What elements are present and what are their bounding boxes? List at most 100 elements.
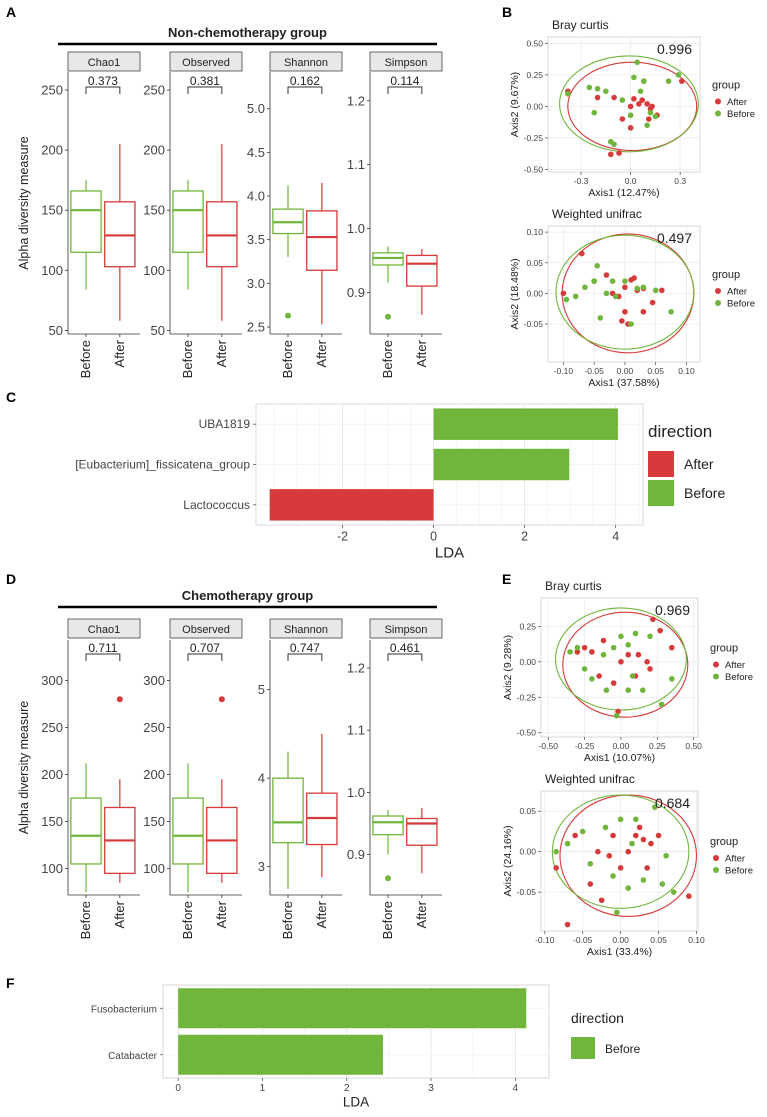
x-tick-label: 2 — [521, 530, 528, 544]
y-tick-label: 300 — [41, 673, 63, 688]
ellipse-after — [562, 611, 689, 718]
point-after — [636, 101, 642, 107]
y-tick-label: 200 — [143, 767, 165, 782]
significance-bracket — [187, 653, 223, 661]
y-tick-label: 0.9 — [347, 285, 365, 300]
panel-letter-a: A — [6, 4, 16, 20]
y-axis-label: Axis2 (9.28%) — [502, 635, 514, 700]
point-after — [579, 250, 585, 257]
y-tick-label: -0.25 — [517, 692, 537, 702]
legend-label: Before — [727, 299, 755, 310]
point-after — [603, 272, 610, 278]
point-before — [659, 881, 666, 887]
panel-letter-e: E — [502, 571, 511, 587]
point-before — [652, 113, 659, 120]
point-after — [649, 103, 655, 110]
x-tick-label: 2 — [344, 1083, 350, 1094]
lda-bar — [433, 408, 618, 440]
point-before — [594, 85, 601, 92]
point-after — [616, 150, 622, 156]
x-tick-label: 0 — [430, 530, 437, 544]
significance-bracket — [85, 86, 121, 94]
x-tick-label: 4 — [612, 530, 619, 544]
y-tick-label: 4.5 — [247, 145, 265, 160]
y-tick-label: 3 — [258, 859, 265, 874]
y-axis-label: Axis2 (9.67%) — [509, 72, 521, 137]
plot-area — [540, 597, 699, 738]
point-after — [617, 865, 624, 871]
x-tick-label: 0 — [175, 1083, 181, 1094]
category-label: Fusobacterium — [91, 1004, 157, 1015]
y-tick-label: 0.9 — [347, 847, 365, 862]
legend-label: After — [725, 854, 745, 865]
y-tick-label: 150 — [41, 814, 63, 829]
significance-bracket — [287, 86, 323, 94]
box-before: Before — [70, 763, 102, 939]
significance-bracket — [387, 653, 423, 661]
p-value: 0.684 — [655, 795, 690, 811]
point-before — [618, 633, 624, 640]
p-value: 0.711 — [88, 641, 117, 655]
legend-label: Before — [727, 109, 755, 120]
point-before — [603, 88, 609, 95]
point-after — [679, 78, 685, 84]
legend-key-after — [715, 288, 721, 294]
point-before — [565, 90, 571, 97]
point-after — [644, 659, 650, 665]
point-before — [625, 885, 632, 891]
point-after — [598, 897, 605, 904]
plot-title: Weighted unifrac — [552, 207, 642, 221]
outlier-point — [218, 696, 225, 703]
y-tick-label: 150 — [143, 814, 165, 829]
point-after — [553, 865, 559, 871]
point-before — [644, 122, 650, 129]
panel-f-lda-bars: Fusobacterium Catabacter 0 1 2 3 4 LDA direction… — [91, 984, 641, 1110]
iqr-box — [172, 797, 204, 865]
x-tick-label: After — [214, 900, 229, 928]
point-before — [574, 644, 581, 651]
iqr-box — [406, 254, 438, 287]
point-after — [686, 893, 692, 900]
point-before — [633, 816, 639, 823]
point-after — [600, 637, 607, 644]
facet-strip — [269, 618, 343, 639]
legend-label: After — [725, 660, 745, 671]
ellipse-before — [559, 55, 699, 153]
y-tick-label: 200 — [41, 143, 63, 158]
point-before — [639, 687, 646, 693]
point-before — [564, 840, 571, 847]
facet-observed: Observed 50 100 150 200 250 0.381 Before After — [143, 51, 243, 378]
x-axis-label: LDA — [343, 1095, 369, 1110]
facet-strip — [67, 51, 141, 72]
y-axis-label: Alpha diversity measure — [17, 136, 31, 269]
point-after — [607, 151, 614, 158]
significance-bracket — [287, 653, 323, 661]
facet-strip — [369, 51, 443, 72]
point-after — [631, 275, 637, 281]
y-tick-label: 3.5 — [247, 232, 265, 247]
point-after — [610, 832, 616, 839]
y-tick-label: 2.5 — [247, 320, 265, 335]
outlier-point — [116, 696, 123, 703]
point-before — [603, 687, 610, 693]
point-before — [614, 909, 620, 916]
plot-area — [547, 225, 701, 363]
x-tick-label: 0.00 — [617, 366, 634, 376]
box-after: After — [206, 144, 238, 367]
point-before — [602, 824, 609, 831]
x-tick-label: Before — [180, 340, 195, 378]
x-tick-label: After — [414, 339, 429, 367]
point-after — [589, 649, 595, 655]
point-after — [587, 881, 594, 887]
point-after — [645, 116, 652, 122]
x-tick-label: 0.50 — [685, 741, 702, 751]
point-before — [553, 848, 559, 855]
legend-title: direction — [571, 1010, 624, 1026]
x-tick-label: Before — [380, 901, 395, 939]
y-tick-label: 0.25 — [526, 70, 543, 80]
y-tick-label: 1.2 — [347, 660, 365, 675]
panel-b-weighted-unifrac: Weighted unifrac -0.10 -0.05 0.00 0.05 0.10 0.… — [509, 207, 755, 389]
panel-e-weighted-unifrac: Weighted unifrac -0.10 -0.05 0.00 0.05 0.10 0.… — [502, 772, 753, 958]
plot-title: Weighted unifrac — [545, 772, 635, 786]
facet-label: Shannon — [284, 57, 328, 69]
